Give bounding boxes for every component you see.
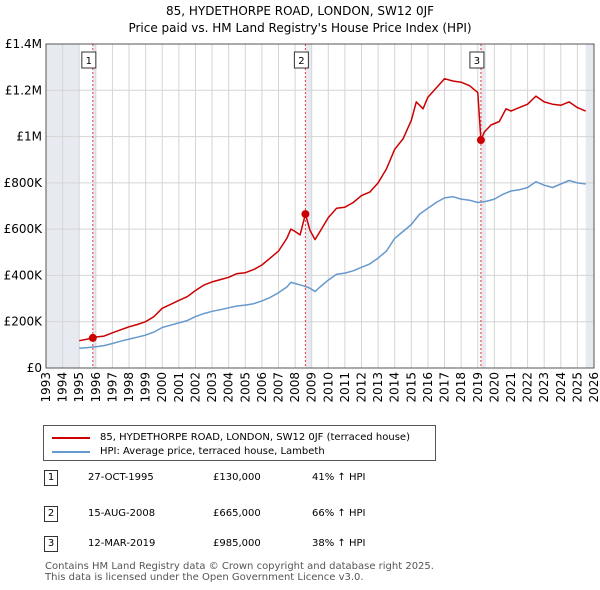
x-tick-label: 2022 [521, 372, 535, 403]
marker-badge [469, 51, 485, 69]
y-tick-label: £600K [4, 222, 44, 236]
x-tick-label: 2026 [587, 372, 600, 403]
sale-row: 3 12-MAR-2019 £985,000 38% ↑ HPI [0, 536, 600, 554]
x-tick-label: 2002 [188, 372, 202, 403]
y-tick-label: £400K [4, 268, 44, 282]
sale-date: 15-AUG-2008 [88, 508, 156, 519]
x-tick-label: 2008 [288, 372, 302, 403]
y-tick-label: £200K [4, 315, 44, 329]
y-tick-label: £0 [27, 361, 42, 375]
sale-hpi-change: 66% ↑ HPI [312, 508, 366, 519]
series-lines [79, 77, 586, 350]
sale-point [88, 333, 97, 342]
x-tick-label: 2023 [537, 372, 551, 403]
marker-badge [81, 51, 97, 69]
y-tick-label: £800K [4, 176, 44, 190]
shaded-range [305, 44, 312, 368]
x-tick-label: 2013 [371, 372, 385, 403]
x-tick-label: 2018 [454, 372, 468, 403]
sale-price: £665,000 [213, 508, 261, 519]
sale-row: 2 15-AUG-2008 £665,000 66% ↑ HPI [0, 506, 600, 524]
sale-point [476, 136, 485, 145]
series-line [79, 179, 586, 350]
sale-row: 1 27-OCT-1995 £130,000 41% ↑ HPI [0, 470, 600, 488]
x-tick-label: 1998 [122, 372, 136, 403]
sale-number: 2 [44, 506, 58, 522]
chart-title: 85, HYDETHORPE ROAD, LONDON, SW12 0JF [166, 4, 434, 18]
x-tick-label: 2006 [255, 372, 269, 403]
x-tick-label: 2025 [570, 372, 584, 403]
y-tick-label: £1.2M [5, 83, 42, 97]
x-tick-label: 1995 [72, 372, 86, 403]
x-tick-label: 2012 [355, 372, 369, 403]
legend-swatch-property [52, 437, 90, 439]
sale-point [301, 210, 310, 219]
shaded-range [92, 44, 96, 368]
sale-hpi-change: 38% ↑ HPI [312, 538, 366, 549]
x-tick-label: 1994 [56, 372, 70, 403]
x-tick-label: 2009 [305, 372, 319, 403]
x-tick-label: 2021 [504, 372, 518, 403]
series-line [79, 77, 586, 342]
x-tick-label: 2010 [321, 372, 335, 403]
x-tick-label: 1996 [89, 372, 103, 403]
plot-area [46, 44, 594, 368]
plot-background [46, 44, 594, 368]
chart-subtitle: Price paid vs. HM Land Registry's House … [128, 21, 471, 35]
plot-border [45, 43, 595, 369]
price-chart: 85, HYDETHORPE ROAD, LONDON, SW12 0JF Pr… [4, 4, 600, 403]
y-tick-label: £1M [16, 130, 42, 144]
legend-swatch-hpi [52, 451, 90, 453]
x-tick-label: 2004 [222, 372, 236, 403]
x-tick-label: 2019 [471, 372, 485, 403]
sale-price: £130,000 [213, 472, 261, 483]
x-tick-label: 2024 [554, 372, 568, 403]
x-tick-label: 2005 [238, 372, 252, 403]
x-tick-label: 2000 [155, 372, 169, 403]
marker-badge [293, 51, 309, 69]
x-tick-label: 2014 [388, 372, 402, 403]
x-tick-label: 2017 [438, 372, 452, 403]
x-tick-label: 1997 [105, 372, 119, 403]
x-tick-label: 1999 [139, 372, 153, 403]
shaded-range [585, 44, 594, 368]
footer-licence: This data is licensed under the Open Gov… [45, 572, 364, 583]
x-tick-label: 2007 [271, 372, 285, 403]
x-tick-label: 2015 [404, 372, 418, 403]
shaded-range [480, 44, 487, 368]
sale-number: 3 [44, 536, 58, 552]
x-tick-label: 2016 [421, 372, 435, 403]
sale-hpi-change: 41% ↑ HPI [312, 472, 366, 483]
x-tick-label: 2020 [487, 372, 501, 403]
footer: Contains HM Land Registry data © Crown c… [45, 561, 434, 583]
y-tick-label: £1.4M [5, 37, 42, 51]
sale-markers: 1 2 3 [81, 51, 485, 342]
y-axis-labels: £0 £200K £400K £600K £800K £1M £1.2M £1.4M [4, 37, 44, 375]
x-tick-label: 2001 [172, 372, 186, 403]
marker-badge-label: 2 [298, 56, 304, 67]
x-tick-label: 2003 [205, 372, 219, 403]
x-tick-label: 1993 [39, 372, 53, 403]
legend: 85, HYDETHORPE ROAD, LONDON, SW12 0JF (t… [43, 425, 436, 461]
legend-label-property: 85, HYDETHORPE ROAD, LONDON, SW12 0JF (t… [100, 432, 410, 443]
sale-number: 1 [44, 470, 58, 486]
marker-badge-label: 3 [474, 56, 480, 67]
x-tick-label: 2011 [338, 372, 352, 403]
sale-price: £985,000 [213, 538, 261, 549]
marker-badge-label: 1 [86, 56, 92, 67]
footer-copyright: Contains HM Land Registry data © Crown c… [45, 561, 434, 572]
legend-label-hpi: HPI: Average price, terraced house, Lamb… [100, 446, 325, 457]
x-axis-labels: 1993 1994 1995 1996 1997 1998 1999 2000 2001 2002… [39, 372, 600, 403]
sale-date: 12-MAR-2019 [88, 538, 156, 549]
sale-date: 27-OCT-1995 [88, 472, 154, 483]
sale-vertical-lines [92, 44, 482, 368]
